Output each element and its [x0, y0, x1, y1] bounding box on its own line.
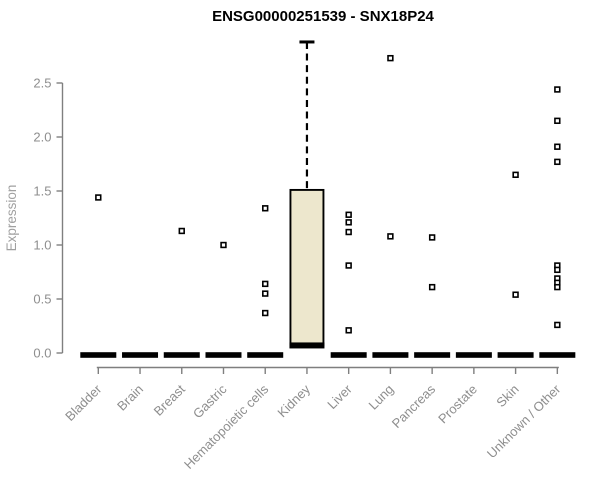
y-tick-label: 0.5: [33, 292, 51, 307]
y-tick-label: 0.0: [33, 346, 51, 361]
outlier-point-liver: [345, 262, 352, 269]
median-dash-bladder: [80, 352, 117, 358]
median-dash-hematopoietic-cells: [247, 352, 284, 358]
outlier-point-pancreas: [428, 283, 436, 291]
box-kidney: [289, 188, 325, 347]
outlier-point-skin: [512, 171, 519, 178]
x-tick-label-gastric: Gastric: [190, 381, 230, 421]
median-dash-brain: [122, 352, 159, 358]
outlier-point-hematopoietic-cells: [262, 309, 269, 317]
y-tick-label: 1.0: [33, 238, 51, 253]
outlier-point-hematopoietic-cells: [262, 205, 269, 212]
median-dash-liver: [330, 352, 367, 358]
x-tick-label-unknown-other: Unknown / Other: [484, 381, 564, 461]
x-tick-label-breast: Breast: [151, 381, 188, 418]
y-tick-label: 1.5: [33, 184, 51, 199]
x-tick-label-prostate: Prostate: [435, 382, 480, 427]
outlier-point-lung: [387, 54, 394, 62]
y-tick-label: 2.0: [33, 130, 51, 145]
outlier-point-unknown-other: [554, 86, 561, 93]
median-dash-gastric: [205, 352, 242, 358]
y-axis-title: Expression: [4, 185, 19, 252]
x-tick-label-lung: Lung: [365, 382, 396, 413]
x-tick-label-skin: Skin: [493, 382, 521, 410]
outlier-point-skin: [512, 291, 519, 298]
x-tick-label-pancreas: Pancreas: [389, 381, 439, 431]
outlier-point-pancreas: [428, 234, 436, 241]
outlier-point-liver: [345, 211, 352, 218]
median-dash-breast: [163, 352, 200, 358]
median-dash-unknown-other: [539, 352, 576, 358]
x-tick-label-liver: Liver: [324, 381, 355, 412]
outlier-point-liver: [345, 228, 352, 236]
outlier-point-liver: [345, 327, 352, 334]
outlier-point-bladder: [95, 194, 102, 201]
outlier-point-breast: [178, 227, 185, 235]
median-dash-pancreas: [414, 352, 451, 358]
median-line-kidney: [289, 342, 325, 349]
median-dash-skin: [497, 352, 534, 358]
outlier-point-hematopoietic-cells: [262, 280, 269, 288]
x-tick-label-kidney: Kidney: [274, 381, 313, 420]
outlier-point-unknown-other: [554, 117, 561, 125]
outlier-point-unknown-other: [554, 321, 561, 329]
median-dash-prostate: [455, 352, 492, 358]
outlier-point-liver: [345, 219, 352, 226]
x-tick-label-bladder: Bladder: [62, 381, 105, 424]
outlier-point-hematopoietic-cells: [262, 290, 269, 297]
y-tick-label: 2.5: [33, 76, 51, 91]
x-tick-label-brain: Brain: [114, 382, 146, 414]
chart-title: ENSG00000251539 - SNX18P24: [212, 8, 434, 25]
outlier-point-lung: [387, 233, 394, 240]
outlier-point-unknown-other: [554, 266, 561, 274]
outlier-point-unknown-other: [554, 158, 561, 166]
outlier-point-unknown-other: [554, 143, 561, 150]
outlier-point-gastric: [220, 241, 227, 249]
outlier-point-unknown-other: [554, 283, 561, 291]
median-dash-lung: [372, 352, 409, 358]
